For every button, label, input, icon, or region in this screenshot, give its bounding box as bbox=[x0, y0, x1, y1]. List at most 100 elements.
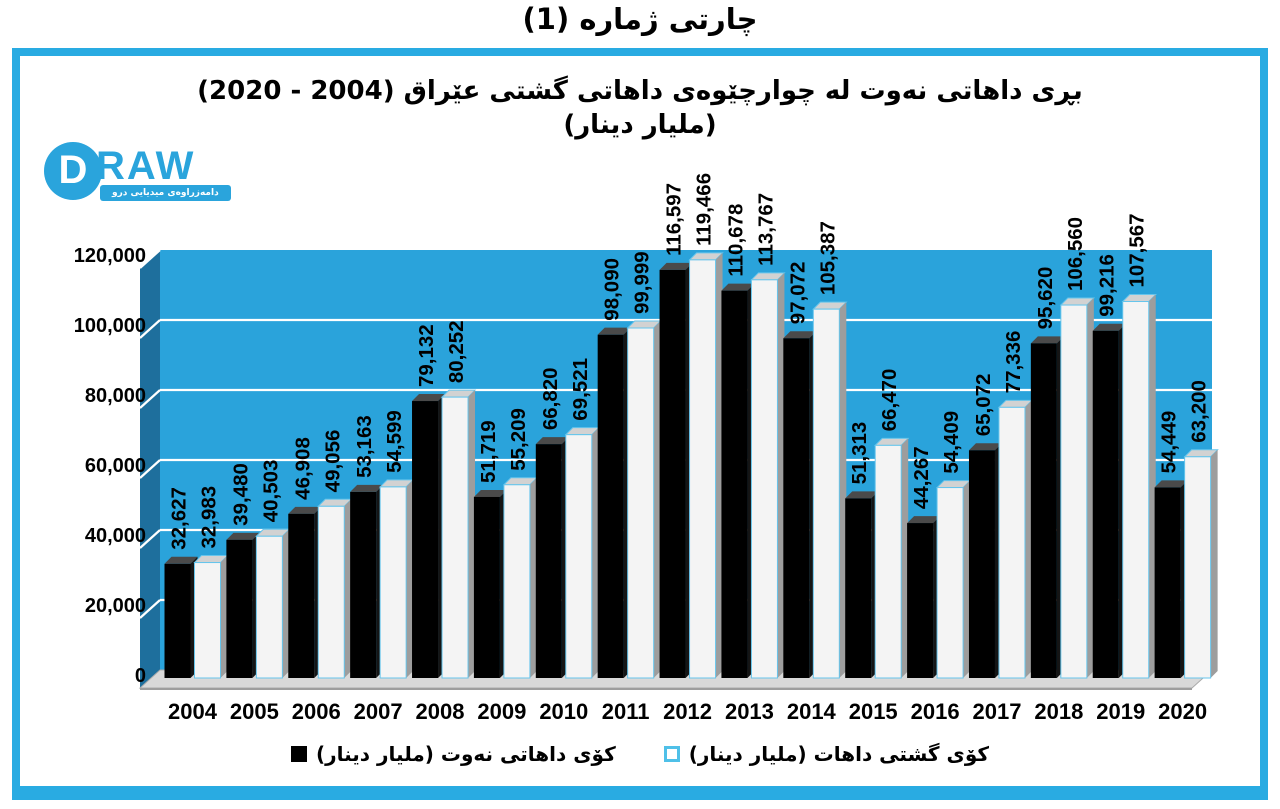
legend-swatch-white bbox=[663, 746, 680, 762]
bar-value-label: 106,560 bbox=[1064, 217, 1087, 291]
logo-banner: دامەزراوەی میدیایی درو bbox=[100, 185, 231, 201]
bar-total-2016 bbox=[936, 487, 964, 679]
bar-top-face bbox=[350, 484, 384, 492]
bar-group-2019: 99,216 107,567 2019 bbox=[1092, 213, 1157, 724]
bar-group-2020: 54,449 63,200 2020 bbox=[1154, 380, 1219, 724]
year-label: 2015 bbox=[849, 699, 898, 724]
bar-value-label: 80,252 bbox=[445, 320, 468, 383]
bar-group-2017: 65,072 77,336 2017 bbox=[968, 331, 1034, 724]
ytick-label: 40,000 bbox=[85, 525, 146, 547]
bar-top-face bbox=[226, 532, 260, 540]
chart-frame: بڕی داهاتی نەوت لە چوارچێوەی داهاتی گشتی… bbox=[12, 48, 1268, 800]
wall-gridline bbox=[139, 389, 161, 409]
bar-group-2009: 51,719 55,209 2009 bbox=[473, 408, 539, 724]
year-label: 2017 bbox=[972, 699, 1021, 724]
bar-value-label: 116,597 bbox=[663, 183, 686, 256]
bar-total-2008 bbox=[441, 396, 469, 679]
bar-top-face bbox=[721, 283, 755, 291]
bar-value-label: 32,627 bbox=[168, 487, 191, 550]
bar-total-2012 bbox=[689, 259, 717, 679]
bar-oil-2020 bbox=[1154, 487, 1181, 678]
bar-top-face bbox=[412, 394, 446, 402]
bar-top-face bbox=[164, 556, 198, 564]
bar-value-label: 46,908 bbox=[291, 437, 314, 500]
logo-raw-text: RAW bbox=[96, 144, 196, 188]
legend-label: كۆی داهاتی نەوت (ملیار دینار) bbox=[315, 742, 616, 766]
legend-swatch-black bbox=[290, 746, 307, 762]
bar-group-2006: 46,908 49,056 2006 bbox=[288, 430, 353, 724]
bar-oil-2015 bbox=[845, 498, 872, 678]
bar-oil-2018 bbox=[1030, 343, 1057, 678]
bar-top-face bbox=[535, 437, 569, 445]
legend: كۆی داهاتی نەوت (ملیار دینار) كۆی گشتی دا… bbox=[20, 742, 1260, 766]
bar-total-2019 bbox=[1122, 301, 1150, 679]
year-label: 2012 bbox=[663, 699, 712, 724]
bar-group-2018: 95,620 106,560 2018 bbox=[1030, 217, 1096, 724]
wall-gridline bbox=[139, 459, 161, 479]
bar-top-face bbox=[1154, 480, 1188, 488]
year-label: 2016 bbox=[911, 699, 960, 724]
bar-top-face bbox=[968, 443, 1002, 451]
year-label: 2013 bbox=[725, 699, 774, 724]
bar-oil-2010 bbox=[535, 444, 562, 678]
bar-oil-2006 bbox=[288, 513, 315, 678]
bar-group-2004: 32,627 32,983 2004 bbox=[164, 486, 229, 724]
bar-total-2015 bbox=[874, 444, 902, 679]
bar-total-2010 bbox=[565, 434, 593, 679]
bar-value-label: 107,567 bbox=[1126, 213, 1149, 287]
bar-chart-plot: 0 20,000 40,000 60,000 80,000 100,000 120,000 3… bbox=[74, 173, 1219, 724]
bar-total-2013 bbox=[750, 279, 778, 679]
bar-value-label: 119,466 bbox=[693, 173, 716, 246]
ytick-label: 20,000 bbox=[85, 595, 146, 617]
bar-total-2006 bbox=[317, 505, 345, 679]
bar-value-label: 66,470 bbox=[878, 369, 901, 432]
chart-title: بڕی داهاتی نەوت لە چوارچێوەی داهاتی گشتی… bbox=[20, 74, 1260, 142]
bar-value-label: 40,503 bbox=[259, 460, 282, 523]
bar-value-label: 65,072 bbox=[972, 374, 995, 437]
bar-total-2014 bbox=[812, 308, 840, 679]
bar-side-face bbox=[1024, 400, 1032, 678]
bar-group-2005: 39,480 40,503 2005 bbox=[226, 460, 291, 724]
bar-value-label: 51,313 bbox=[848, 422, 871, 485]
bar-value-label: 54,449 bbox=[1158, 411, 1181, 474]
bar-group-2014: 97,072 105,387 2014 bbox=[783, 221, 848, 724]
year-label: 2005 bbox=[230, 699, 279, 724]
bar-top-face bbox=[288, 506, 322, 514]
bar-side-face bbox=[1086, 298, 1094, 678]
bar-value-label: 63,200 bbox=[1188, 380, 1211, 443]
bar-total-2007 bbox=[379, 486, 407, 679]
bar-top-face bbox=[659, 262, 693, 270]
bar-top-face bbox=[907, 516, 941, 524]
bar-total-2009 bbox=[503, 484, 531, 679]
bar-value-label: 98,090 bbox=[601, 258, 624, 321]
legend-item-total: كۆی گشتی داهات (ملیار دینار) bbox=[663, 742, 989, 766]
bar-group-2015: 51,313 66,470 2015 bbox=[845, 369, 910, 724]
bar-value-label: 39,480 bbox=[229, 463, 252, 526]
bar-value-label: 99,999 bbox=[631, 251, 654, 314]
bar-value-label: 110,678 bbox=[724, 204, 747, 277]
bar-total-2017 bbox=[998, 406, 1026, 679]
bar-value-label: 49,056 bbox=[321, 430, 344, 493]
bar-side-face bbox=[406, 479, 414, 678]
bar-oil-2014 bbox=[783, 338, 810, 678]
bar-side-face bbox=[839, 302, 847, 678]
bar-total-2018 bbox=[1060, 304, 1088, 679]
bar-side-face bbox=[591, 427, 599, 678]
draw-logo: D RAW دامەزراوەی میدیایی درو bbox=[44, 142, 234, 208]
bar-group-2007: 53,163 54,599 2007 bbox=[350, 410, 415, 724]
year-label: 2020 bbox=[1158, 699, 1207, 724]
bar-value-label: 95,620 bbox=[1034, 267, 1057, 330]
bar-side-face bbox=[901, 438, 909, 678]
ytick-label: 80,000 bbox=[85, 385, 146, 407]
page-title: چارتی ژماره (1) bbox=[522, 2, 758, 36]
bar-side-face bbox=[963, 480, 971, 678]
bar-value-label: 51,719 bbox=[477, 420, 500, 483]
bar-total-2011 bbox=[627, 327, 655, 679]
bar-top-face bbox=[845, 491, 879, 499]
year-label: 2019 bbox=[1096, 699, 1145, 724]
bar-value-label: 32,983 bbox=[198, 486, 221, 549]
bar-group-2011: 98,090 99,999 2011 bbox=[597, 251, 662, 724]
bar-value-label: 77,336 bbox=[1002, 331, 1025, 394]
bar-side-face bbox=[1210, 449, 1218, 678]
year-label: 2007 bbox=[354, 699, 403, 724]
